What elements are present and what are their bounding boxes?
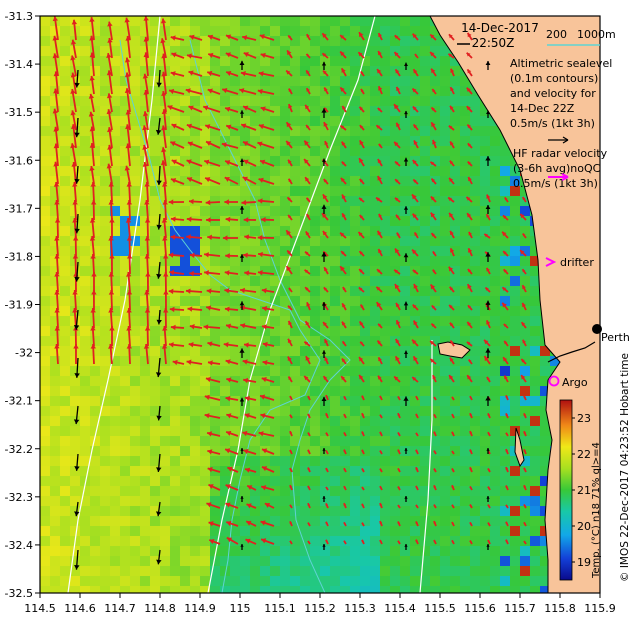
colorbar-tick-label: 23 xyxy=(577,412,591,425)
lat-tick-label: -31.9 xyxy=(5,299,33,312)
hf-legend-scale: 0.5m/s (1kt 3h) xyxy=(513,177,598,190)
lon-tick-label: 115 xyxy=(230,602,251,615)
lat-tick-label: -31.8 xyxy=(5,250,33,263)
depth-label-200: 200 xyxy=(546,28,567,41)
colorbar-tick-label: 22 xyxy=(577,448,591,461)
lat-tick-label: -32 xyxy=(15,347,33,360)
lat-tick-label: -31.7 xyxy=(5,202,33,215)
colorbar-tick-label: 21 xyxy=(577,484,591,497)
alt-legend-4: 14-Dec 22Z xyxy=(510,102,575,115)
lon-tick-label: 115.3 xyxy=(344,602,376,615)
lat-tick-label: -31.5 xyxy=(5,106,33,119)
lon-tick-label: 115.2 xyxy=(304,602,336,615)
colorbar-tick-label: 20 xyxy=(577,520,591,533)
lat-tick-label: -32.2 xyxy=(5,443,33,456)
title-time: 22:50Z xyxy=(472,36,515,50)
lat-tick-label: -31.3 xyxy=(5,10,33,23)
lon-axis: 114.5 114.6 114.7 114.8 114.9 115 115.1 115.2 11… xyxy=(24,593,616,615)
colorbar-gradient xyxy=(560,400,572,580)
lon-tick-label: 114.5 xyxy=(24,602,56,615)
lon-tick-label: 115.6 xyxy=(464,602,496,615)
lat-tick-label: -32.4 xyxy=(5,539,33,552)
alt-legend-1: Altimetric sealevel xyxy=(510,57,612,70)
alt-legend-scale: 0.5m/s (1kt 3h) xyxy=(510,117,595,130)
alt-legend-2: (0.1m contours) xyxy=(510,72,598,85)
lon-tick-label: 114.6 xyxy=(64,602,96,615)
alt-legend-3: and velocity for xyxy=(510,87,596,100)
lat-tick-label: -32.3 xyxy=(5,491,33,504)
credit-text: © IMOS 22-Dec-2017 04:23:52 Hobart time xyxy=(619,353,631,582)
lon-tick-label: 115.4 xyxy=(384,602,416,615)
depth-label-1000: 1000m xyxy=(577,28,616,41)
lat-tick-label: -31.6 xyxy=(5,154,33,167)
hf-legend-1: HF radar velocity xyxy=(513,147,608,160)
colorbar-tick-label: 19 xyxy=(577,556,591,569)
place-label-perth: Perth xyxy=(601,331,630,344)
title-date: 14-Dec-2017 xyxy=(461,21,539,35)
lat-axis: -31.3 -31.4 -31.5 -31.6 -31.7 -31.8 -31.9 -32 -3… xyxy=(5,10,40,600)
lat-tick-label: -31.4 xyxy=(5,58,33,71)
lon-tick-label: 115.9 xyxy=(584,602,616,615)
drifter-label: drifter xyxy=(560,256,594,269)
hf-legend-2: (3-6h avg)noQC xyxy=(513,162,601,175)
lon-tick-label: 115.5 xyxy=(424,602,456,615)
colorbar-label: Temp. (°C) n18 71% ql>=4 xyxy=(591,442,602,579)
lon-tick-label: 114.8 xyxy=(144,602,176,615)
lat-tick-label: -32.1 xyxy=(5,395,33,408)
lon-tick-label: 115.7 xyxy=(504,602,536,615)
lon-tick-label: 114.9 xyxy=(184,602,216,615)
lon-tick-label: 115.8 xyxy=(544,602,576,615)
lon-tick-label: 114.7 xyxy=(104,602,136,615)
lon-tick-label: 115.1 xyxy=(264,602,296,615)
argo-label: Argo xyxy=(562,376,588,389)
lat-tick-label: -32.5 xyxy=(5,587,33,600)
